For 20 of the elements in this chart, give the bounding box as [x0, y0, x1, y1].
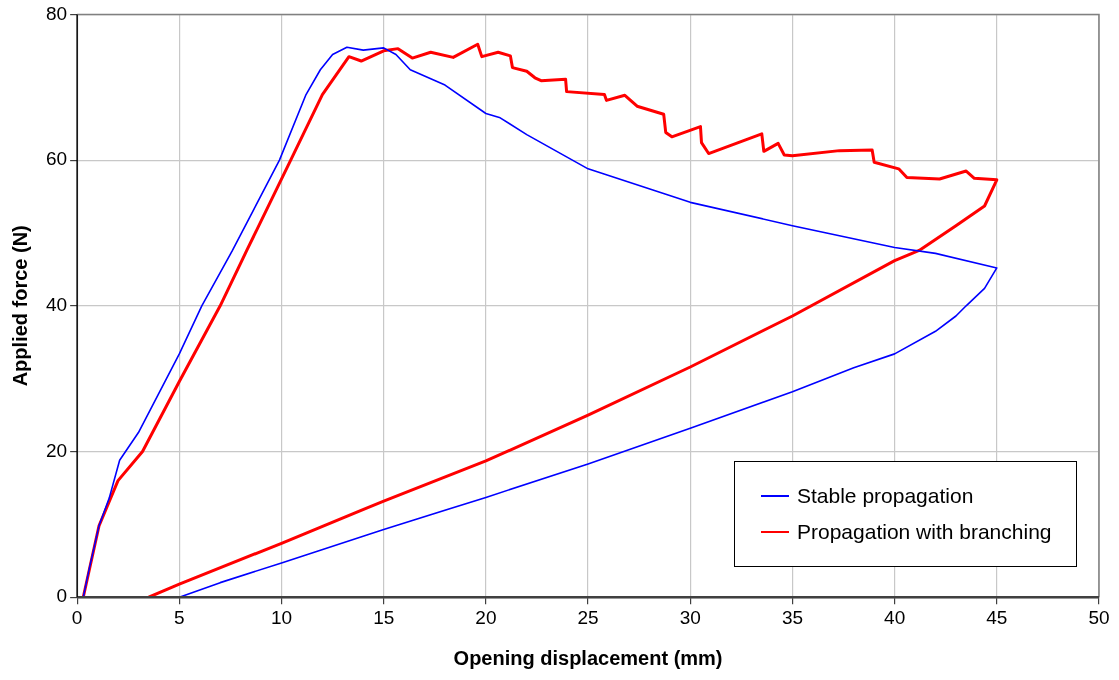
x-tick-label: 50: [1088, 606, 1110, 628]
legend-label: Stable propagation: [797, 484, 974, 509]
x-tick-label: 5: [174, 606, 185, 628]
legend-label: Propagation with branching: [797, 520, 1052, 545]
x-tick-label: 30: [679, 606, 701, 628]
x-tick-label: 10: [270, 606, 293, 628]
y-axis-title: Applied force (N): [8, 225, 31, 387]
x-axis-title: Opening displacement (mm): [453, 646, 723, 669]
x-tick-label: 0: [71, 606, 83, 628]
x-tick-label: 40: [884, 606, 906, 628]
y-tick-label: 40: [45, 294, 68, 316]
y-tick-label: 0: [56, 585, 68, 607]
x-tick-label: 20: [475, 606, 497, 628]
x-tick-label: 35: [781, 606, 804, 628]
x-tick-label: 25: [577, 606, 599, 628]
y-tick-label: 80: [45, 2, 68, 24]
x-tick-label: 15: [373, 606, 395, 628]
x-tick-label: 45: [986, 606, 1008, 628]
y-tick-label: 20: [45, 439, 68, 461]
y-tick-label: 60: [45, 148, 68, 170]
